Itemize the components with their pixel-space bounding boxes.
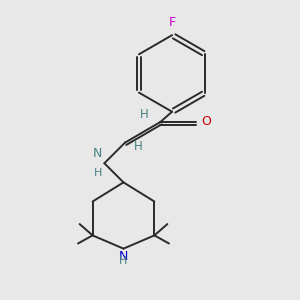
Text: N: N <box>119 250 128 263</box>
Text: N: N <box>93 147 103 160</box>
Text: H: H <box>94 168 103 178</box>
Text: O: O <box>201 115 211 128</box>
Text: H: H <box>119 256 128 266</box>
Text: H: H <box>134 140 142 153</box>
Text: H: H <box>140 108 148 121</box>
Text: F: F <box>169 16 176 29</box>
